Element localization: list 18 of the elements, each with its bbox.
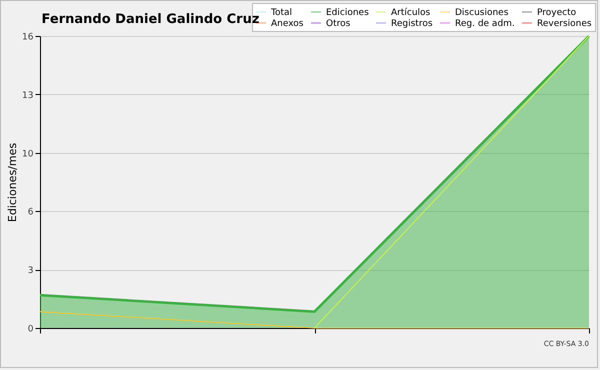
legend-label: Registros (391, 19, 433, 29)
y-tick-label: 0 (28, 324, 34, 334)
y-tick-label: 10 (22, 149, 34, 160)
y-tick-label: 16 (22, 32, 34, 42)
y-tick-label: 13 (22, 90, 34, 101)
chart-title: Fernando Daniel Galindo Cruz (42, 12, 260, 27)
y-tick-label: 3 (28, 266, 34, 276)
legend-label: Artículos (391, 7, 431, 18)
legend-label: Reg. de adm. (455, 19, 515, 29)
y-tick-label: 6 (28, 208, 34, 218)
legend-label: Anexos (271, 19, 304, 29)
legend-label: Ediciones (326, 8, 370, 18)
legend-label: Reversiones (537, 19, 592, 29)
legend-label: Total (270, 8, 292, 18)
legend-label: Discusiones (455, 8, 509, 18)
legend-label: Otros (326, 19, 351, 29)
y-axis-title: Ediciones/mes (6, 142, 20, 222)
legend-label: Proyecto (537, 8, 577, 18)
